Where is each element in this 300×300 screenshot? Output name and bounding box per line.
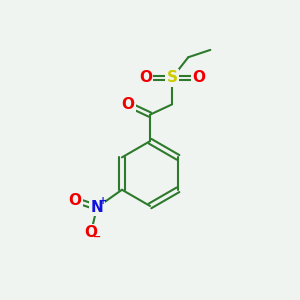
Text: N: N: [91, 200, 103, 215]
Text: O: O: [122, 97, 134, 112]
Text: O: O: [85, 225, 98, 240]
Text: +: +: [99, 196, 107, 206]
Text: O: O: [68, 193, 81, 208]
Text: O: O: [192, 70, 205, 86]
Text: −: −: [93, 232, 102, 242]
Text: O: O: [139, 70, 152, 86]
Text: S: S: [167, 70, 178, 86]
